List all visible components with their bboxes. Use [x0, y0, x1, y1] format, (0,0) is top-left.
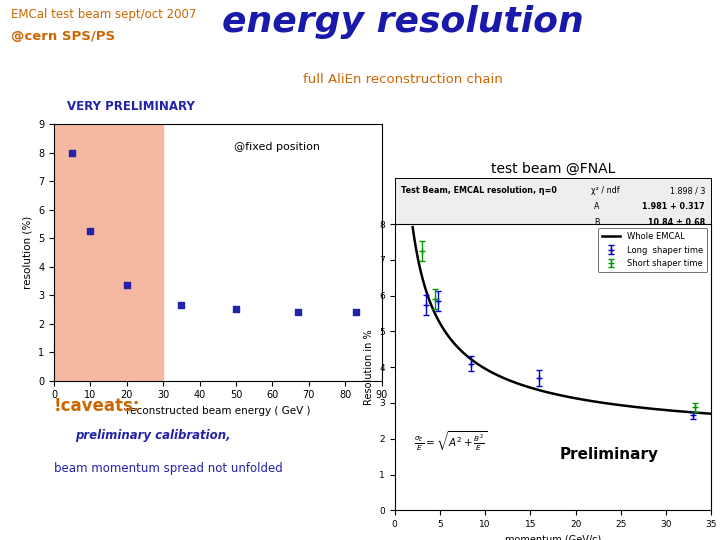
Bar — [54, 124, 163, 381]
Point — [85, 227, 96, 235]
Point — [351, 308, 362, 316]
Whole EMCAL — [444, 333, 453, 340]
Text: energy resolution: energy resolution — [222, 5, 584, 39]
Text: 1.981 + 0.317: 1.981 + 0.317 — [642, 202, 705, 211]
Text: full AliEn reconstruction chain: full AliEn reconstruction chain — [303, 73, 503, 86]
Y-axis label: Resolution in %: Resolution in % — [364, 329, 374, 405]
Point — [292, 308, 304, 316]
Text: Preliminary: Preliminary — [559, 447, 658, 462]
Text: @cern SPS/PS: @cern SPS/PS — [11, 30, 115, 43]
Text: 1.898 / 3: 1.898 / 3 — [670, 186, 705, 195]
Whole EMCAL — [626, 403, 634, 409]
Text: preliminary calibration,: preliminary calibration, — [76, 429, 231, 442]
X-axis label: reconstructed beam energy ( GeV ): reconstructed beam energy ( GeV ) — [125, 406, 310, 416]
Whole EMCAL — [505, 377, 514, 384]
Point — [66, 148, 78, 157]
X-axis label: momentum (GeV/c): momentum (GeV/c) — [505, 535, 601, 540]
Text: $\frac{\sigma_E}{E} = \sqrt{A^2+\frac{B^2}{E}}$: $\frac{\sigma_E}{E} = \sqrt{A^2+\frac{B^… — [413, 429, 487, 453]
Text: A: A — [594, 202, 600, 211]
Point — [230, 305, 242, 314]
Whole EMCAL — [707, 410, 716, 417]
Y-axis label: resolution (%): resolution (%) — [22, 216, 32, 289]
Point — [176, 301, 187, 309]
Legend: Whole EMCAL, Long  shaper time, Short shaper time: Whole EMCAL, Long shaper time, Short sha… — [598, 228, 707, 272]
Whole EMCAL — [526, 384, 535, 391]
Line: Whole EMCAL: Whole EMCAL — [413, 227, 711, 414]
Whole EMCAL — [596, 399, 605, 406]
Text: !caveats:: !caveats: — [54, 397, 140, 415]
Text: χ² / ndf: χ² / ndf — [591, 186, 620, 195]
Whole EMCAL — [408, 224, 417, 231]
Whole EMCAL — [624, 403, 633, 409]
Text: beam momentum spread not unfolded: beam momentum spread not unfolded — [54, 462, 283, 475]
Text: test beam @FNAL: test beam @FNAL — [491, 161, 615, 176]
Text: EMCal test beam sept/oct 2007: EMCal test beam sept/oct 2007 — [11, 8, 196, 21]
Text: B: B — [594, 218, 600, 227]
Point — [121, 281, 132, 289]
Text: VERY PRELIMINARY: VERY PRELIMINARY — [67, 100, 195, 113]
Text: @fixed position: @fixed position — [234, 142, 320, 152]
Text: Test Beam, EMCAL resolution, η=0: Test Beam, EMCAL resolution, η=0 — [401, 186, 557, 195]
Text: 10.84 ± 0.68: 10.84 ± 0.68 — [648, 218, 705, 227]
